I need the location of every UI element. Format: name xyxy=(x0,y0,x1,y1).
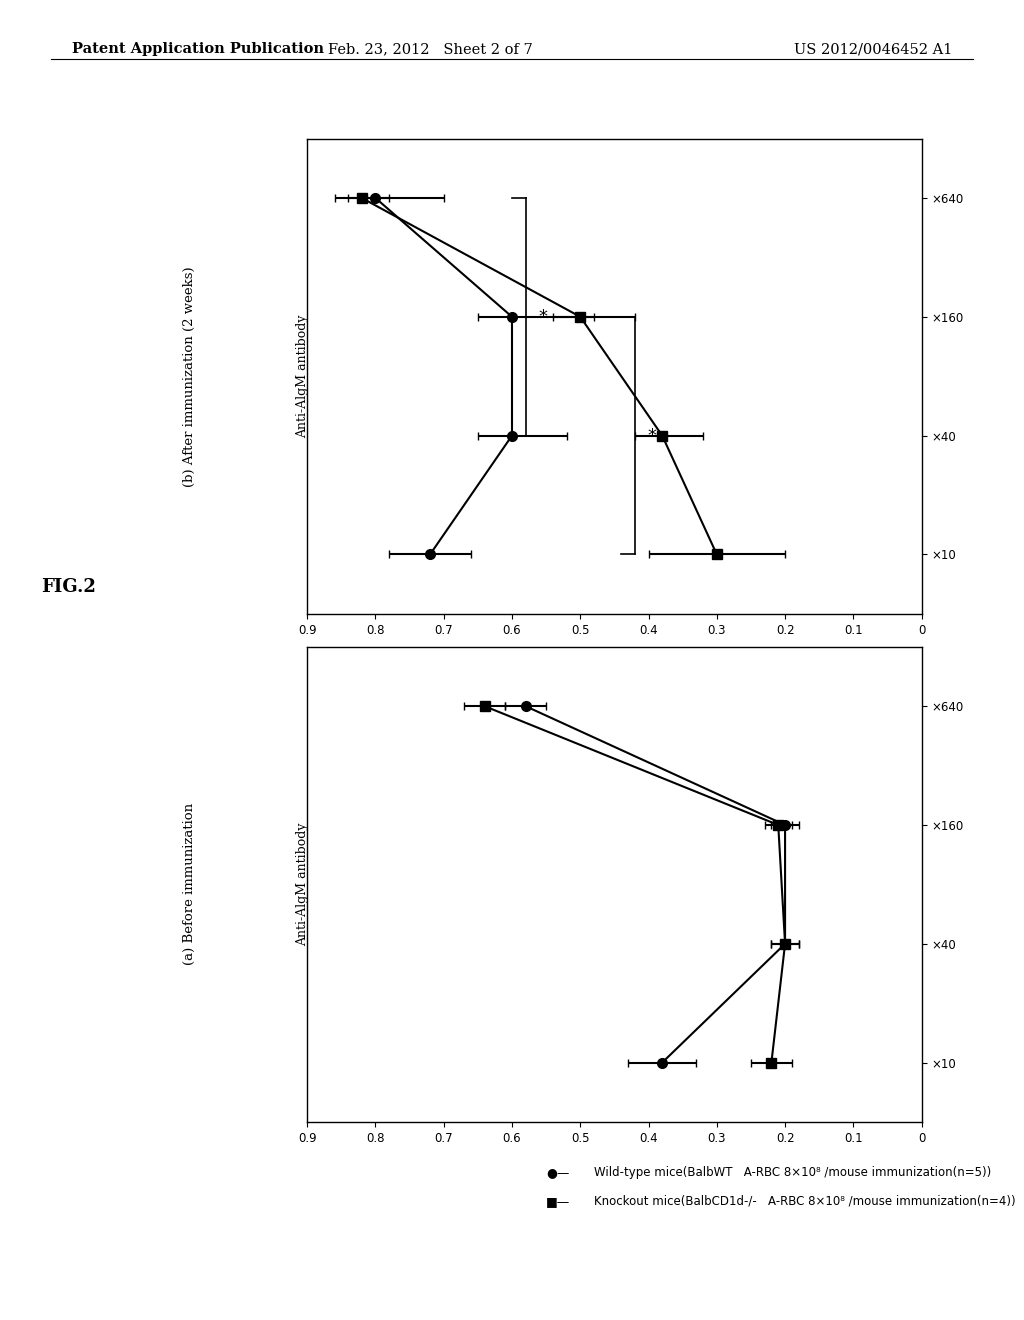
Text: Feb. 23, 2012   Sheet 2 of 7: Feb. 23, 2012 Sheet 2 of 7 xyxy=(328,42,532,57)
Text: US 2012/0046452 A1: US 2012/0046452 A1 xyxy=(794,42,952,57)
Text: Anti-AlgM antibody: Anti-AlgM antibody xyxy=(296,822,308,946)
Text: Wild-type mice(BalbWT   A-RBC 8×10⁸ /mouse immunization(n=5)): Wild-type mice(BalbWT A-RBC 8×10⁸ /mouse… xyxy=(594,1166,991,1179)
Text: ■—: ■— xyxy=(546,1195,570,1208)
Text: (a) Before immunization: (a) Before immunization xyxy=(183,804,196,965)
Text: Patent Application Publication: Patent Application Publication xyxy=(72,42,324,57)
Text: *: * xyxy=(647,426,656,445)
Text: Anti-AlgM antibody: Anti-AlgM antibody xyxy=(296,314,308,438)
Text: FIG.2: FIG.2 xyxy=(41,578,96,597)
Text: *: * xyxy=(539,308,547,326)
Text: (b) After immunization (2 weeks): (b) After immunization (2 weeks) xyxy=(183,265,196,487)
Text: Knockout mice(BalbCD1d-/-   A-RBC 8×10⁸ /mouse immunization(n=4)): Knockout mice(BalbCD1d-/- A-RBC 8×10⁸ /m… xyxy=(594,1195,1016,1208)
Text: ●—: ●— xyxy=(547,1166,569,1179)
